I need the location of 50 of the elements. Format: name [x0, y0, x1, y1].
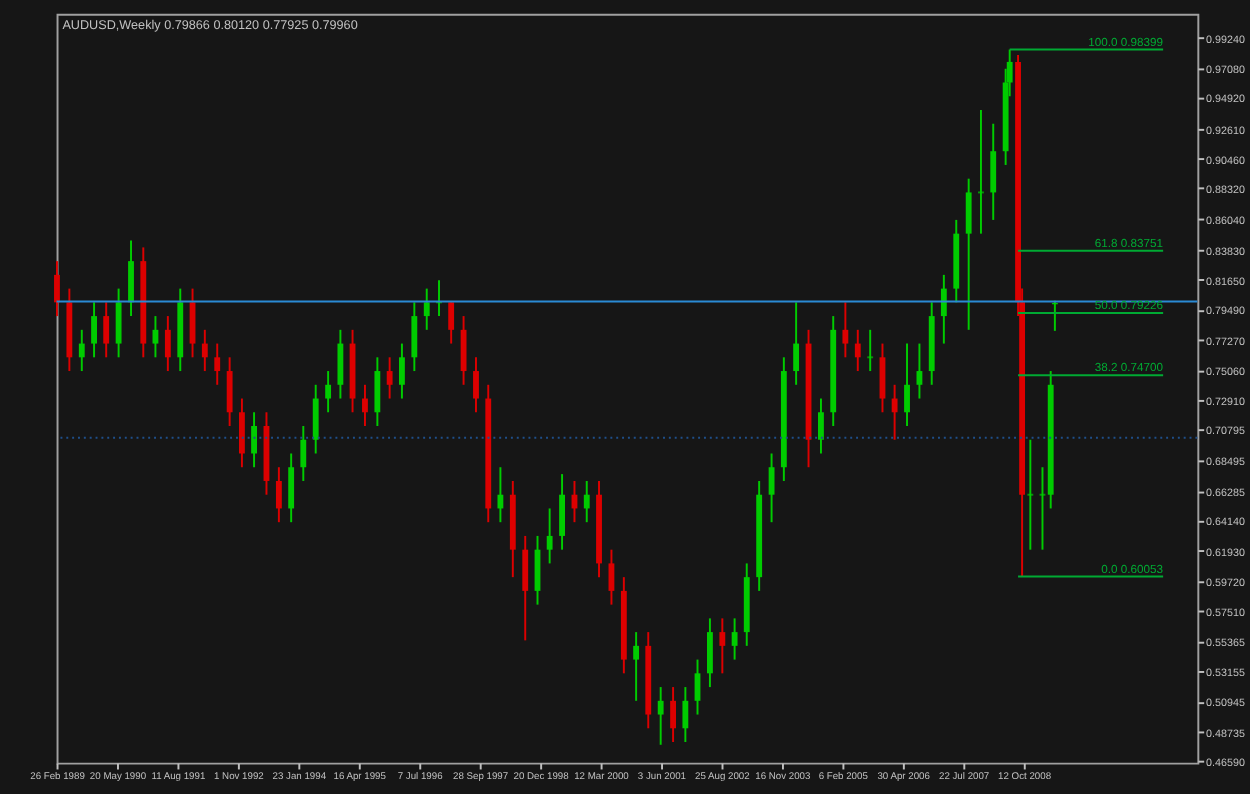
candlestick [670, 686, 677, 744]
candlestick [54, 260, 60, 318]
candlestick [965, 177, 972, 331]
candlestick [275, 466, 282, 524]
candlestick [818, 397, 824, 455]
candlestick [214, 342, 221, 386]
candlestick [251, 411, 257, 469]
candlestick [473, 356, 479, 414]
candlestick [657, 686, 664, 746]
candlestick [238, 397, 245, 469]
candlestick [793, 301, 800, 386]
candlestick [448, 301, 455, 345]
candlestick [891, 383, 898, 441]
candlestick [399, 342, 405, 400]
candlestick [78, 328, 85, 373]
candlestick [115, 287, 122, 359]
candlestick [226, 356, 233, 427]
candlestick [706, 617, 713, 689]
candlestick [325, 370, 332, 414]
candlestick [990, 122, 997, 221]
candlestick [103, 301, 110, 359]
candlestick [337, 328, 344, 400]
candlestick [904, 342, 910, 427]
candlestick [164, 315, 171, 373]
candlestick [91, 301, 97, 359]
candlestick [522, 534, 529, 642]
candlestick [682, 686, 689, 744]
candlestick [633, 631, 640, 702]
candlestick [867, 328, 874, 373]
candlestick [546, 507, 553, 565]
candlestick [300, 425, 307, 482]
candlestick [128, 239, 134, 318]
candlestick [842, 301, 849, 359]
candlestick [940, 273, 947, 345]
candlestick [288, 452, 295, 524]
candlestick [374, 356, 381, 427]
candlestick [719, 617, 726, 675]
candlestick [201, 328, 208, 373]
candlestick [411, 301, 418, 373]
candlestick [386, 356, 393, 400]
candlestick [583, 479, 590, 524]
candlestick [497, 466, 504, 524]
candlestick [312, 383, 319, 455]
candlestick [559, 473, 565, 551]
candlestick [423, 287, 430, 331]
candlestick [978, 109, 984, 235]
candlestick [854, 328, 861, 373]
candlestick [731, 617, 738, 661]
candlestick [1027, 438, 1034, 551]
candlestick [362, 383, 368, 427]
